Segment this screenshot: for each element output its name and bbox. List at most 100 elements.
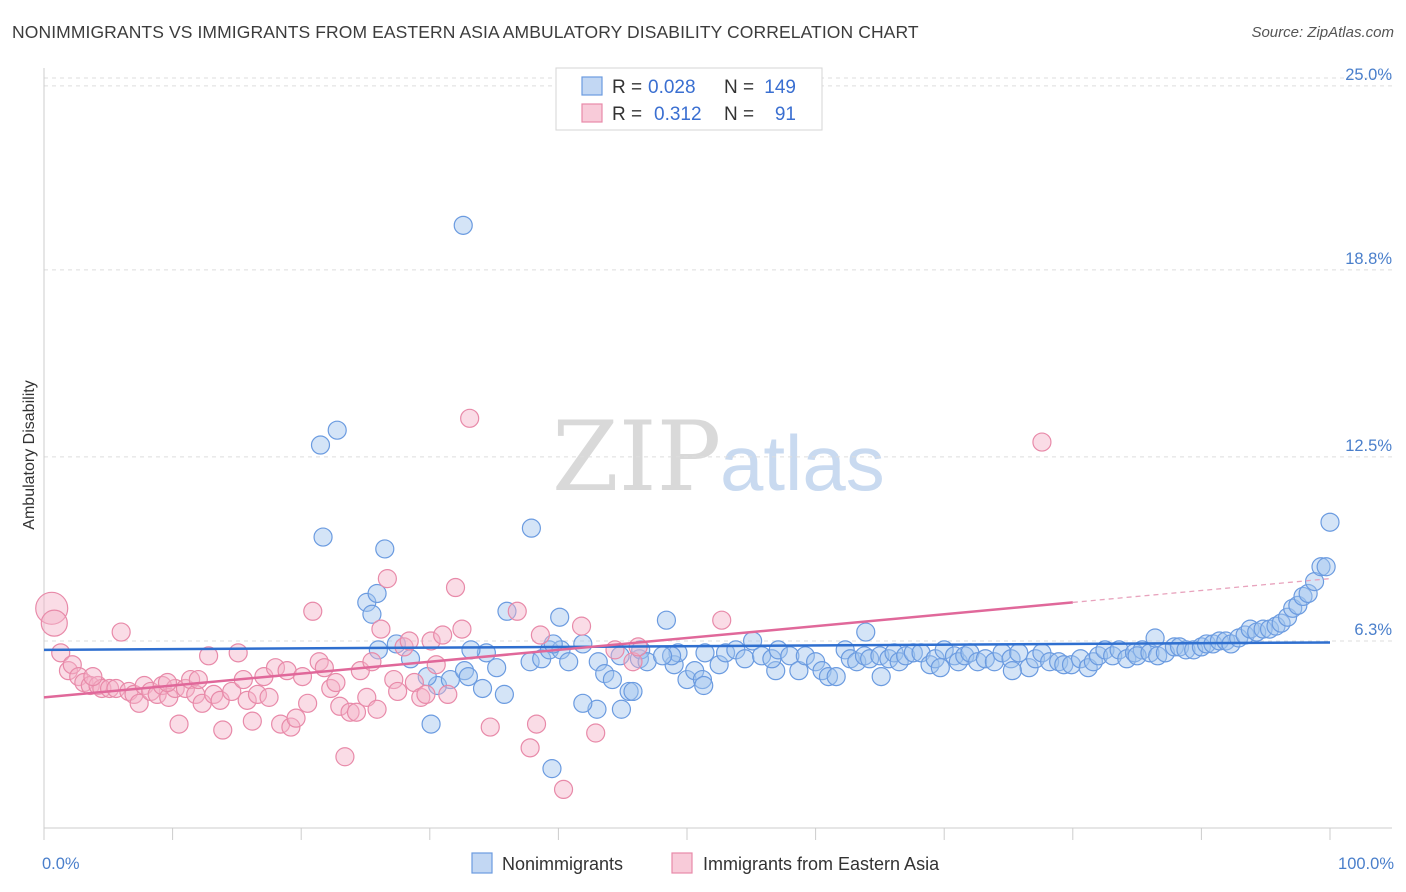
bottom-legend-swatch-nonimmigrants [471, 852, 493, 874]
legend-swatch-immigrants [581, 103, 603, 123]
nonimmigrant-point [1298, 583, 1318, 604]
nonimmigrant-point [375, 539, 395, 559]
nonimmigrant-point [611, 699, 632, 719]
immigrant-point [377, 569, 397, 589]
nonimmigrant-point [826, 666, 846, 687]
immigrant-point [321, 678, 341, 699]
immigrant-point [281, 717, 301, 737]
x-tick-label-start: 0.0% [42, 855, 80, 873]
nonimmigrant-point [652, 646, 673, 666]
immigrant-point [213, 720, 233, 740]
immigrant-point [247, 684, 268, 705]
immigrant-point [111, 622, 131, 642]
immigrant-point [553, 779, 574, 800]
immigrant-point [399, 631, 419, 651]
correlation-legend: R = 0.028 N = 149 R = 0.312 N = 91 [555, 67, 823, 131]
immigrant-point [526, 714, 547, 734]
immigrant-point [83, 666, 103, 687]
nonimmigrant-point [313, 527, 333, 547]
nonimmigrant-point [497, 601, 517, 621]
immigrant-point [507, 601, 527, 621]
nonimmigrant-point [588, 652, 608, 672]
y-axis-title: Ambulatory Disability [21, 380, 38, 529]
immigrant-point [237, 690, 257, 710]
immigrant-point [292, 666, 313, 687]
y-tick-label: 18.8% [1345, 250, 1392, 268]
nonimmigrant-point [766, 661, 786, 681]
y-tick-label: 25.0% [1345, 66, 1392, 84]
immigrant-point [367, 699, 387, 719]
y-tick-label: 6.3% [1354, 621, 1392, 639]
nonimmigrant-point [521, 518, 541, 538]
immigrant-point [480, 717, 500, 737]
immigrant-point [62, 655, 82, 675]
nonimmigrant-point [896, 646, 916, 666]
nonimmigrant-point [735, 649, 755, 669]
nonimmigrant-point [602, 669, 623, 690]
bottom-legend-label-immigrants: Immigrants from Eastern Asia [703, 854, 940, 874]
nonimmigrant-point [550, 607, 570, 627]
immigrant-point [326, 672, 346, 693]
series-legend: Nonimmigrants Immigrants from Eastern As… [471, 852, 940, 874]
nonimmigrant-point [573, 693, 593, 713]
immigrant-point [346, 702, 367, 722]
immigrant-point [530, 625, 550, 645]
immigrant-point [314, 658, 334, 678]
nonimmigrant-point [453, 215, 473, 235]
nonimmigrant-point [368, 640, 388, 660]
nonimmigrant-point [327, 420, 347, 440]
immigrant-point [228, 643, 248, 663]
nonimmigrants-trendline [43, 641, 1331, 652]
immigrant-point [452, 619, 472, 639]
legend-r-value-1: 0.312 [654, 104, 702, 125]
nonimmigrant-point [856, 622, 876, 642]
nonimmigrant-point [310, 435, 331, 455]
nonimmigrant-point [854, 646, 875, 666]
immigrant-point [51, 643, 71, 663]
immigrant-point [169, 714, 189, 734]
immigrant-point [40, 609, 68, 637]
watermark-atlas: atlas [720, 419, 885, 507]
nonimmigrant-point [968, 652, 988, 672]
nonimmigrant-point [587, 699, 607, 719]
y-tick-label: 12.5% [1345, 437, 1392, 455]
immigrant-point [416, 684, 436, 705]
immigrant-point [303, 601, 323, 621]
immigrant-point [188, 669, 208, 690]
nonimmigrant-point [871, 666, 891, 687]
immigrants-trendline-extension [1072, 577, 1331, 604]
nonimmigrant-point [1095, 640, 1115, 660]
nonimmigrant-point [930, 658, 950, 678]
immigrant-point [259, 687, 279, 707]
bottom-legend-swatch-immigrants [671, 852, 693, 874]
immigrant-point [330, 696, 350, 716]
y-tick-labels: 6.3% 12.5% 18.8% 25.0% [1345, 66, 1392, 639]
legend-swatch-nonimmigrants [581, 76, 603, 96]
immigrant-point [586, 723, 606, 743]
nonimmigrant-point [595, 664, 615, 684]
nonimmigrant-point [1209, 631, 1230, 651]
nonimmigrant-point [1083, 652, 1103, 672]
immigrants-points [35, 408, 1052, 800]
immigrants-trendline [43, 601, 1073, 699]
nonimmigrant-point [362, 604, 382, 624]
nonimmigrant-point [795, 646, 815, 666]
nonimmigrant-point [709, 655, 729, 675]
nonimmigrant-point [1054, 655, 1074, 675]
legend-n-value-1: 91 [775, 104, 796, 125]
axes [43, 68, 1392, 829]
immigrant-point [298, 693, 318, 713]
immigrant-point [371, 619, 391, 639]
immigrant-point [199, 646, 219, 666]
nonimmigrant-point [692, 669, 713, 690]
nonimmigrant-point [1176, 640, 1196, 660]
immigrant-point [433, 625, 453, 645]
nonimmigrant-point [1311, 557, 1331, 577]
bottom-legend-label-nonimmigrants: Nonimmigrants [502, 854, 623, 874]
nonimmigrant-point [1002, 661, 1022, 681]
nonimmigrant-point [1320, 512, 1340, 532]
immigrant-point [388, 681, 408, 702]
nonimmigrant-point [818, 666, 839, 687]
nonimmigrant-point [458, 666, 478, 687]
